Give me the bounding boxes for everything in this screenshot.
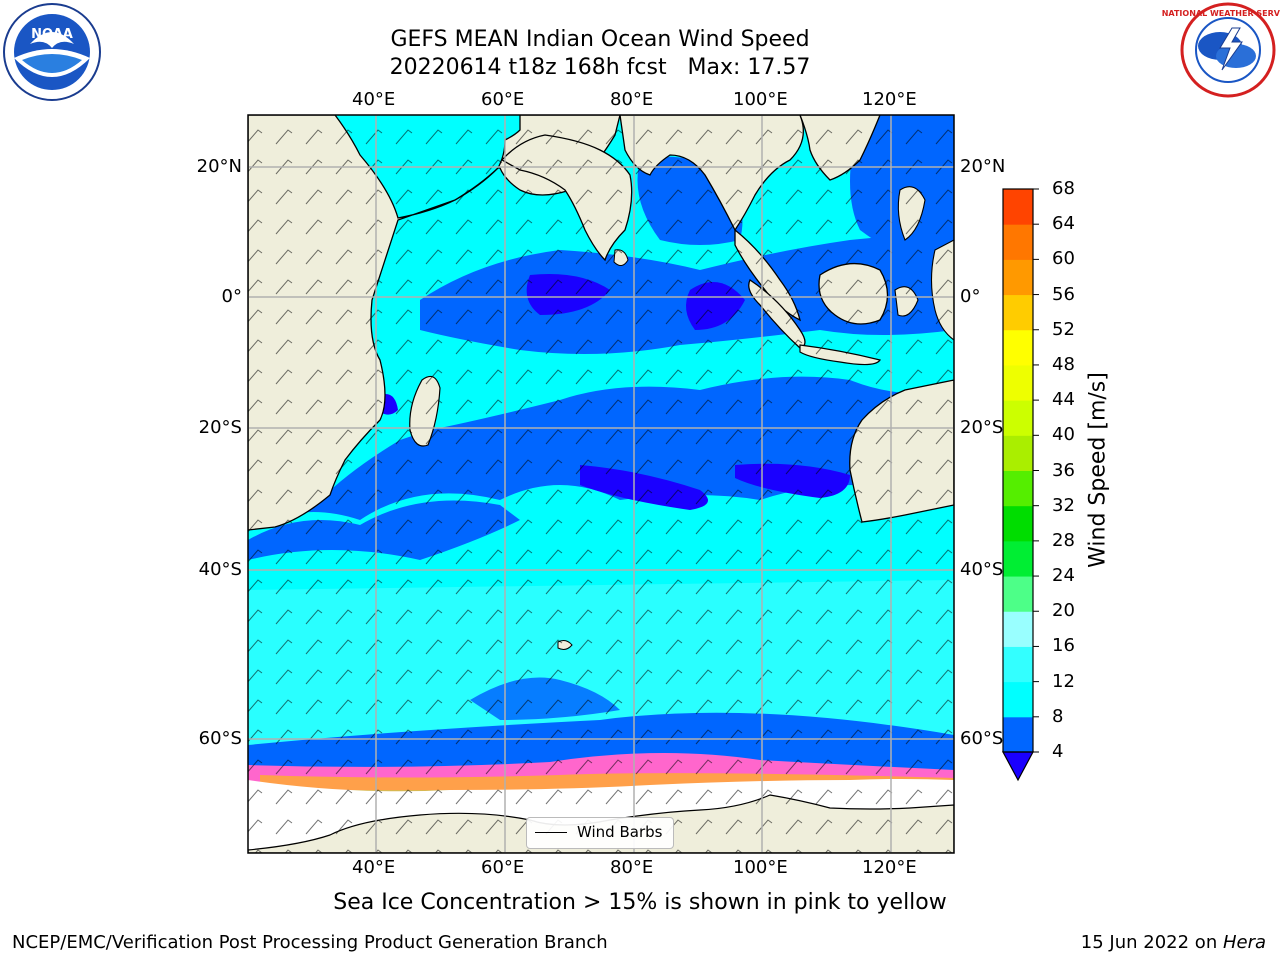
colorbar-tick-label: 36 <box>1052 459 1075 481</box>
colorbar-tick-label: 16 <box>1052 635 1075 657</box>
colorbar-segment <box>1003 681 1033 718</box>
map-gridlines <box>248 115 954 853</box>
colorbar-segment <box>1003 189 1033 225</box>
lat-label-left: 60°S <box>198 728 242 749</box>
colorbar-segment <box>1003 400 1033 436</box>
colorbar-label: Wind Speed [m/s] <box>1085 372 1111 568</box>
colorbar-segment <box>1003 540 1033 577</box>
colorbar-tick-label: 64 <box>1052 213 1075 235</box>
colorbar-extend-arrow <box>1001 751 1035 782</box>
colorbar-tick-label: 28 <box>1052 529 1075 551</box>
colorbar-segment <box>1003 435 1033 471</box>
map-frame <box>247 114 955 854</box>
lon-label-bottom: 40°E <box>352 857 396 878</box>
colorbar-tick-label: 4 <box>1052 741 1064 762</box>
lat-label-left: 20°S <box>198 417 242 438</box>
lat-label-left: 20°N <box>196 156 242 177</box>
colorbar-segment <box>1003 716 1033 753</box>
colorbar-segment <box>1003 224 1033 260</box>
chart-subtitle: 20220614 t18z 168h fcst Max: 17.57 <box>389 55 811 80</box>
colorbar-segment <box>1003 646 1033 683</box>
noaa-logo-text: NOAA <box>31 27 73 42</box>
footer-date-text: 15 Jun 2022 on <box>1080 932 1223 953</box>
lat-label-left: 40°S <box>198 559 242 580</box>
lat-label-right: 60°S <box>960 728 1004 749</box>
colorbar-tick-label: 12 <box>1052 670 1075 692</box>
footer-credit: NCEP/EMC/Verification Post Processing Pr… <box>12 932 608 953</box>
colorbar-tick-label: 8 <box>1052 705 1064 727</box>
colorbar-tick-label: 68 <box>1052 178 1075 199</box>
colorbar-tick-label: 52 <box>1052 318 1075 340</box>
lon-label-top: 60°E <box>481 89 525 110</box>
lon-label-top: 120°E <box>862 89 917 110</box>
colorbar-segment <box>1003 329 1033 366</box>
legend-label: Wind Barbs <box>577 823 663 841</box>
colorbar-segment <box>1003 505 1033 542</box>
colorbar-tick-label: 56 <box>1052 283 1075 305</box>
noaa-logo: NOAA <box>3 3 101 101</box>
sea-ice-caption: Sea Ice Concentration > 15% is shown in … <box>333 890 947 915</box>
colorbar-tick-label: 32 <box>1052 494 1075 516</box>
lon-label-top: 40°E <box>352 89 396 110</box>
lat-label-right: 40°S <box>960 559 1004 580</box>
chart-title: GEFS MEAN Indian Ocean Wind Speed <box>390 27 810 52</box>
colorbar-segment <box>1003 611 1033 647</box>
lat-label-right: 20°N <box>960 156 1006 177</box>
map-legend: Wind Barbs <box>526 817 674 849</box>
colorbar-segment <box>1003 294 1033 331</box>
lon-label-bottom: 100°E <box>733 857 788 878</box>
colorbar-segment <box>1003 364 1033 401</box>
colorbar-tick-label: 20 <box>1052 600 1075 622</box>
colorbar-tick-label: 44 <box>1052 389 1075 411</box>
nws-logo-text: NATIONAL WEATHER SERVICE <box>1162 9 1280 18</box>
colorbar-tick-label: 48 <box>1052 353 1075 375</box>
lat-label-right: 20°S <box>960 417 1004 438</box>
lon-label-top: 80°E <box>610 89 654 110</box>
nws-logo: NATIONAL WEATHER SERVICE <box>1162 2 1280 98</box>
footer-host: Hera <box>1222 932 1266 953</box>
colorbar-frame <box>1002 188 1034 753</box>
colorbar-segment <box>1003 259 1033 296</box>
lat-label-right: 0° <box>960 286 981 307</box>
lon-label-bottom: 120°E <box>862 857 917 878</box>
colorbar-tick-label: 40 <box>1052 424 1075 446</box>
lon-label-top: 100°E <box>733 89 788 110</box>
map-area <box>248 115 954 853</box>
colorbar-tick-label: 60 <box>1052 248 1075 270</box>
colorbar <box>1001 188 1039 782</box>
lon-label-bottom: 80°E <box>610 857 654 878</box>
wind-barbs <box>248 115 954 853</box>
lat-label-left: 0° <box>221 286 242 307</box>
footer-date: 15 Jun 2022 on Hera <box>1081 932 1266 953</box>
legend-line-swatch <box>535 832 567 833</box>
lon-label-bottom: 60°E <box>481 857 525 878</box>
colorbar-segment <box>1003 576 1033 612</box>
colorbar-segment <box>1003 470 1033 507</box>
colorbar-tick-label: 24 <box>1052 565 1075 587</box>
